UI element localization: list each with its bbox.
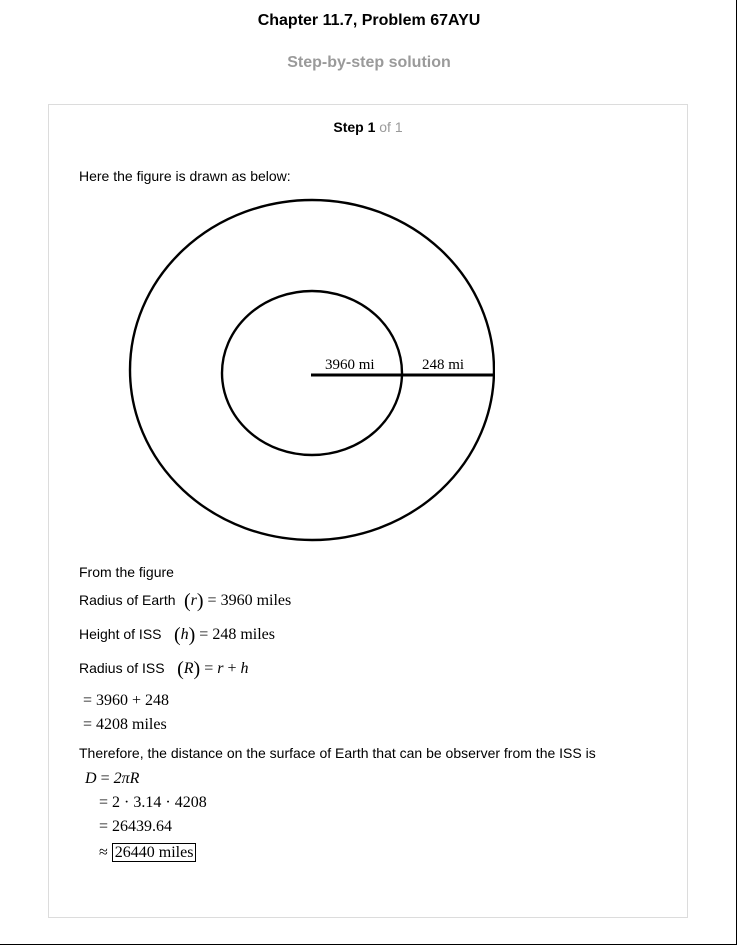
- radius-iss-var: R: [183, 660, 194, 677]
- height-iss-value: 248 miles: [212, 626, 275, 643]
- page-subtitle: Step-by-step solution: [287, 54, 451, 71]
- solution-card: Step 1 of 1 Here the figure is drawn as …: [48, 104, 688, 918]
- therefore-text: Therefore, the distance on the surface o…: [79, 745, 596, 761]
- distance-answer-row: ≈ 26440 miles: [99, 843, 197, 862]
- calc-line-1-value: 3960 + 248: [96, 692, 170, 709]
- distance-line-2: = 26439.64: [99, 818, 173, 835]
- calc-line-2-value: 4208 miles: [96, 716, 167, 733]
- distance-rhs: 2πR: [113, 770, 140, 787]
- outer-radius-label: 248 mi: [422, 357, 464, 373]
- distance-line-2-value: 26439.64: [112, 818, 173, 835]
- intro-text: Here the figure is drawn as below:: [79, 168, 291, 184]
- radius-earth-var: r: [190, 592, 197, 609]
- from-figure-text: From the figure: [79, 564, 174, 580]
- height-iss-eq: (h) = 248 miles: [173, 624, 275, 646]
- radius-earth-eq: (r) = 3960 miles: [183, 590, 292, 612]
- circles-figure: 3960 mi 248 mi: [128, 198, 495, 542]
- radius-earth-value: 3960 miles: [220, 592, 292, 609]
- final-answer-box: 26440 miles: [111, 843, 197, 862]
- height-iss-var: h: [180, 626, 189, 643]
- distance-line-1-value: 2 · 3.14 · 4208: [112, 794, 207, 811]
- calc-line-2: = 4208 miles: [83, 716, 167, 733]
- radius-iss-eq: (R) = r + h: [177, 658, 249, 680]
- inner-circle: [220, 289, 404, 457]
- step-label: Step 1: [333, 119, 376, 135]
- height-iss-row: Height of ISS (h) = 248 miles: [79, 624, 275, 647]
- height-iss-label: Height of ISS: [79, 626, 162, 642]
- radius-earth-label: Radius of Earth: [79, 592, 176, 608]
- radius-earth-row: Radius of Earth (r) = 3960 miles: [79, 590, 291, 613]
- radius-iss-label: Radius of ISS: [79, 660, 165, 676]
- radius-iss-expr-b: h: [240, 660, 249, 677]
- radius-iss-row: Radius of ISS (R) = r + h: [79, 658, 248, 681]
- distance-eq: D = 2πR: [85, 770, 140, 787]
- page-title: Chapter 11.7, Problem 67AYU: [257, 12, 481, 29]
- distance-lhs: D: [85, 770, 97, 787]
- step-of: of 1: [379, 119, 403, 135]
- inner-radius-label: 3960 mi: [325, 357, 375, 373]
- radius-iss-expr-a: r: [217, 660, 224, 677]
- step-indicator: Step 1 of 1: [49, 119, 687, 135]
- calc-line-1: = 3960 + 248: [83, 692, 170, 709]
- outer-circle: [128, 198, 495, 542]
- distance-line-1: = 2 · 3.14 · 4208: [99, 794, 207, 811]
